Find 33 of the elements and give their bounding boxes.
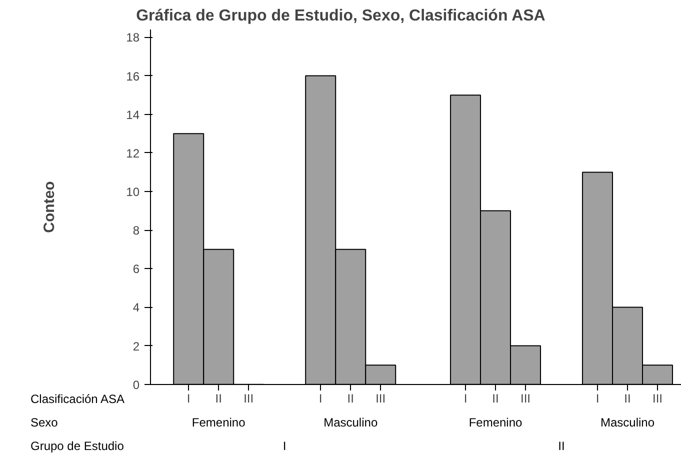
x-tick-label: II	[347, 391, 354, 406]
text: Grupo de Estudio	[30, 439, 124, 454]
y-tick-label: 12	[126, 146, 140, 160]
x-tick-label: III	[244, 391, 254, 406]
chart-title: Gráfica de Grupo de Estudio, Sexo, Clasificación ASA	[136, 8, 546, 24]
text: Femenino	[192, 416, 246, 430]
x-tick-label: I	[186, 391, 190, 406]
text: Sexo	[30, 416, 58, 430]
x-tick-label: III	[652, 391, 663, 406]
text: I	[282, 439, 286, 454]
y-tick-label: 0	[132, 378, 140, 392]
text: Femenino	[468, 416, 523, 430]
text: Masculino	[600, 416, 655, 430]
x-tick-label: II	[624, 391, 631, 406]
x-tick-label: I	[596, 391, 600, 406]
text: Masculino	[324, 416, 378, 430]
x-tick-label: III	[376, 391, 386, 406]
y-tick-label: 4	[132, 300, 140, 315]
y-tick-label: 6	[132, 262, 140, 276]
x-tick-label: I	[318, 391, 322, 406]
y-tick-label: 16	[126, 69, 140, 84]
text: II	[558, 439, 565, 454]
y-tick-label: 8	[132, 224, 140, 238]
y-tick-label: 2	[132, 339, 140, 354]
x-tick-label: I	[464, 391, 468, 406]
x-tick-label: II	[492, 391, 499, 406]
text: Clasificación ASA	[30, 392, 125, 406]
y-axis-title: Conteo	[41, 181, 58, 233]
y-tick-label: 14	[126, 108, 140, 122]
x-tick-label: III	[520, 391, 531, 406]
y-tick-label: 10	[126, 185, 140, 199]
y-tick-label: 18	[126, 30, 140, 45]
x-tick-label: II	[215, 391, 222, 406]
